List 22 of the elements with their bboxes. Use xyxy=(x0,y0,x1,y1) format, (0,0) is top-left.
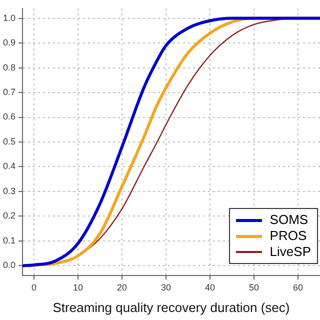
y-tick-label: 0.1 xyxy=(2,235,16,246)
y-tick-label: 0.9 xyxy=(2,38,16,48)
y-tick-label: 0.3 xyxy=(2,186,16,196)
legend-label: SOMS xyxy=(270,212,308,228)
y-tick-label: 1.0 xyxy=(2,12,16,23)
y-tick-label: 0.2 xyxy=(2,210,16,221)
x-tick-label: 0 xyxy=(31,282,36,292)
x-tick-label: 30 xyxy=(160,282,171,292)
x-axis-title: Streaming quality recovery duration (sec) xyxy=(52,300,290,315)
y-tick-label: 0.8 xyxy=(2,62,16,72)
legend-label: LiveSP xyxy=(270,244,311,260)
y-tick-label: 0.5 xyxy=(2,136,16,146)
y-tick-label: 0.0 xyxy=(2,260,16,270)
y-tick-label: 0.6 xyxy=(2,112,16,122)
y-tick-label: 0.4 xyxy=(2,161,16,172)
x-tick-label: 20 xyxy=(116,282,127,292)
y-tick-label: 0.7 xyxy=(2,87,16,98)
x-tick-label: 10 xyxy=(72,282,83,292)
x-tick-label: 60 xyxy=(292,282,304,292)
legend-label: PROS xyxy=(270,228,307,244)
x-tick-label: 40 xyxy=(204,282,215,292)
x-tick-label: 50 xyxy=(248,282,259,292)
